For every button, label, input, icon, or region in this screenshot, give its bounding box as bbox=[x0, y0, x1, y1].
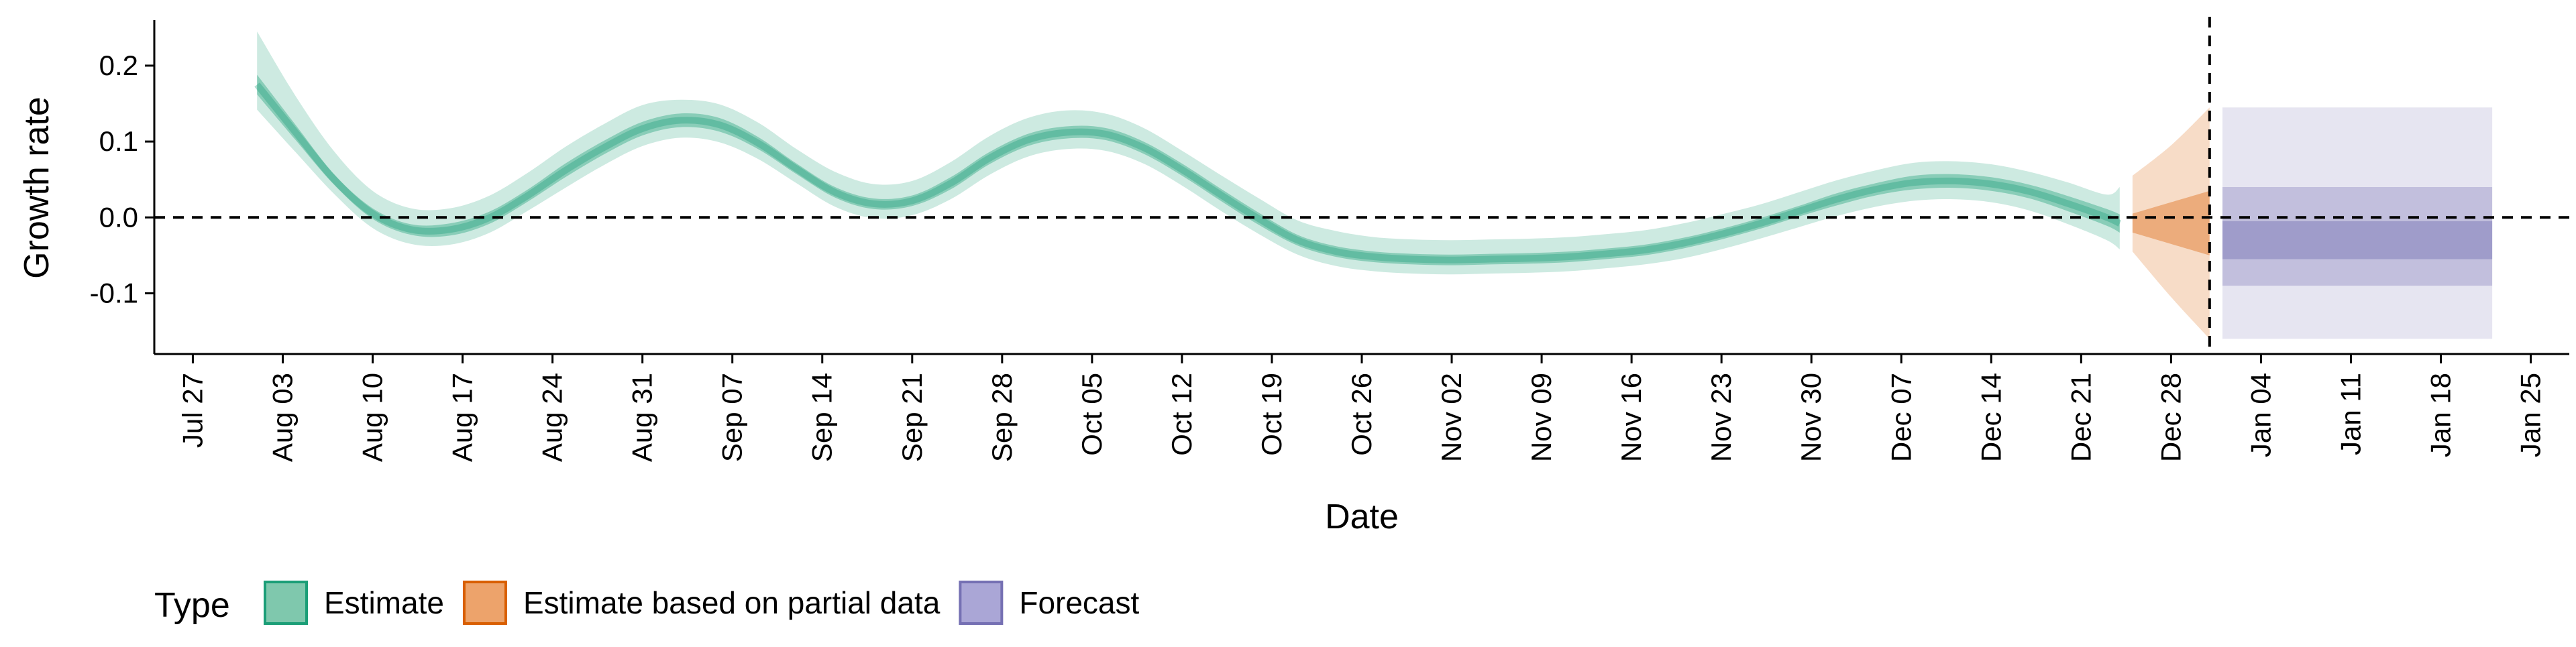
estimate-band-90 bbox=[257, 32, 2120, 275]
y-ticks: -0.1 0.0 0.1 0.2 bbox=[90, 50, 154, 308]
x-tick-label: Dec 07 bbox=[1885, 373, 1917, 462]
y-tick-label: 0.1 bbox=[99, 125, 138, 157]
x-tick-label: Jan 18 bbox=[2425, 373, 2457, 457]
x-tick-label: Dec 28 bbox=[2155, 373, 2186, 462]
legend-label-estimate-based-on-partial-data: Estimate based on partial data bbox=[523, 585, 941, 620]
legend-title: Type bbox=[154, 586, 230, 625]
reference-lines bbox=[154, 17, 2569, 354]
x-tick-label: Sep 28 bbox=[986, 373, 1018, 462]
x-tick-label: Aug 24 bbox=[537, 373, 568, 462]
x-tick-label: Sep 07 bbox=[716, 373, 748, 462]
estimate-based-on-partial-data-band-90 bbox=[2132, 107, 2210, 339]
y-tick-label: -0.1 bbox=[90, 277, 138, 308]
legend-key-forecast bbox=[959, 581, 1004, 625]
estimate-band-50 bbox=[257, 74, 2120, 266]
forecast-band-90 bbox=[2222, 107, 2493, 339]
legend-label-forecast: Forecast bbox=[1019, 585, 1139, 620]
x-tick-label: Nov 30 bbox=[1795, 373, 1827, 462]
x-tick-label: Jul 27 bbox=[176, 373, 208, 448]
x-tick-label: Jan 11 bbox=[2335, 373, 2367, 455]
x-ticks: Jul 27 Aug 03 Aug 10 Aug 17 Aug 24 Aug 31 Sep … bbox=[176, 354, 2546, 462]
estimate-median-line bbox=[254, 82, 2122, 263]
x-tick-label: Nov 09 bbox=[1525, 373, 1557, 462]
x-tick-label: Nov 16 bbox=[1615, 373, 1647, 462]
x-tick-label: Aug 10 bbox=[357, 373, 388, 462]
x-tick-label: Dec 21 bbox=[2065, 373, 2096, 462]
forecast-band-60 bbox=[2222, 187, 2493, 286]
x-tick-label: Oct 12 bbox=[1166, 373, 1197, 456]
x-axis-title: Date bbox=[1325, 497, 1399, 536]
x-tick-label: Nov 02 bbox=[1436, 373, 1467, 462]
x-tick-label: Jan 25 bbox=[2515, 373, 2546, 457]
legend-label-estimate: Estimate bbox=[324, 585, 444, 620]
y-tick-label: 0.0 bbox=[99, 201, 138, 233]
x-tick-label: Oct 26 bbox=[1346, 373, 1377, 456]
x-tick-label: Oct 05 bbox=[1076, 373, 1108, 456]
x-tick-label: Oct 19 bbox=[1256, 373, 1287, 456]
bands-layer bbox=[254, 32, 2493, 339]
x-tick-label: Dec 14 bbox=[1975, 373, 2006, 462]
x-tick-label: Aug 31 bbox=[627, 373, 658, 462]
legend-key-estimate bbox=[264, 581, 308, 625]
y-axis-title: Growth rate bbox=[17, 97, 56, 279]
x-tick-label: Sep 21 bbox=[896, 373, 928, 462]
legend-key-estimate-based-on-partial-data bbox=[462, 581, 507, 625]
forecast-band-30 bbox=[2222, 221, 2493, 259]
y-tick-label: 0.2 bbox=[99, 50, 138, 81]
x-tick-label: Aug 17 bbox=[447, 373, 478, 462]
legend: Type Estimate Estimate based on partial d… bbox=[154, 581, 1140, 625]
estimate-based-on-partial-data-band-50 bbox=[2132, 190, 2210, 255]
x-tick-label: Aug 03 bbox=[267, 373, 299, 462]
x-tick-label: Sep 14 bbox=[806, 373, 838, 462]
x-tick-label: Nov 23 bbox=[1705, 373, 1737, 462]
x-tick-label: Jan 04 bbox=[2245, 373, 2276, 457]
